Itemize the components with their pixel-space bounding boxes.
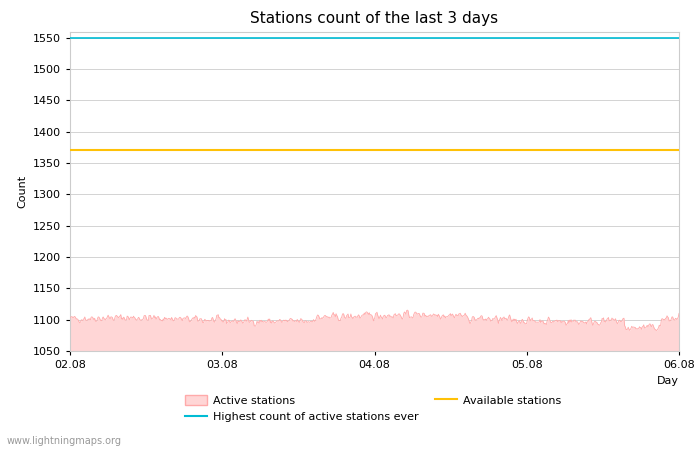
Legend: Active stations, Highest count of active stations ever, Available stations: Active stations, Highest count of active… [186, 395, 561, 422]
Text: www.lightningmaps.org: www.lightningmaps.org [7, 436, 122, 446]
Title: Stations count of the last 3 days: Stations count of the last 3 days [251, 11, 498, 26]
X-axis label: Day: Day [657, 376, 679, 386]
Y-axis label: Count: Count [18, 175, 27, 208]
